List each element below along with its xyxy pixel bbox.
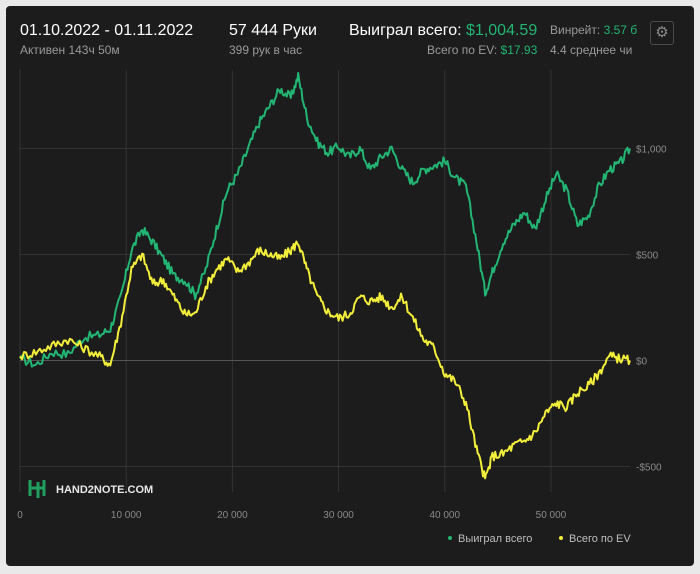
x-tick-label: 0 (17, 510, 23, 521)
won-total: Выиграл всего: $1,004.59 (349, 22, 537, 40)
chart-lines (19, 71, 631, 480)
y-tick-label: $500 (636, 250, 659, 261)
x-tick-label: 30 000 (323, 510, 354, 521)
won-total-label: Выиграл всего: (349, 22, 462, 39)
winrate-value: 3.57 б (603, 23, 638, 37)
y-tick-label: $1,000 (636, 144, 667, 155)
date-range[interactable]: 01.10.2022 - 01.11.2022 (20, 22, 194, 39)
settings-gear-icon[interactable]: ⚙ (650, 21, 674, 45)
series-line-ev (19, 240, 631, 480)
logo-mark-icon (28, 480, 46, 498)
average-label: 4.4 среднее чи (550, 43, 633, 57)
winrate: Винрейт: 3.57 б (550, 23, 640, 37)
x-tick-label: 40 000 (429, 510, 460, 521)
series-line-won (19, 71, 631, 368)
logo-text: HAND2NOTE.COM (56, 484, 153, 496)
profit-chart: -$500 $0 $500 $1,000 0 10 000 20 000 30 000 40 … (17, 70, 667, 545)
hands-count: 57 444 Руки (229, 22, 317, 39)
legend-label-won: Выиграл всего (458, 533, 532, 545)
graph-panel: -$500 $0 $500 $1,000 0 10 000 20 000 30 000 40 … (6, 6, 694, 566)
x-tick-label: 20 000 (217, 510, 248, 521)
hand2note-logo: HAND2NOTE.COM (28, 480, 153, 498)
y-axis-ticks: -$500 $0 $500 $1,000 (636, 144, 667, 473)
hands-per-hour: 399 рук в час (229, 43, 303, 57)
ev-total-label: Всего по EV: (427, 43, 498, 57)
legend-dot-ev (559, 536, 563, 540)
x-axis-ticks: 0 10 000 20 000 30 000 40 000 50 000 (17, 510, 566, 521)
ev-total-value: $17.93 (500, 43, 538, 57)
chart-grid (19, 70, 630, 492)
won-total-value: $1,004.59 (466, 22, 538, 39)
y-tick-label: -$500 (636, 463, 662, 474)
winrate-label: Винрейт: (550, 23, 601, 37)
chart-legend: Выиграл всего Всего по EV (448, 533, 631, 545)
ev-total: Всего по EV: $17.93 (427, 43, 537, 57)
legend-label-ev: Всего по EV (569, 533, 631, 545)
active-time: Активен 143ч 50м (20, 43, 120, 57)
x-tick-label: 10 000 (111, 510, 142, 521)
legend-dot-won (448, 536, 452, 540)
y-tick-label: $0 (636, 357, 648, 368)
x-tick-label: 50 000 (536, 510, 567, 521)
